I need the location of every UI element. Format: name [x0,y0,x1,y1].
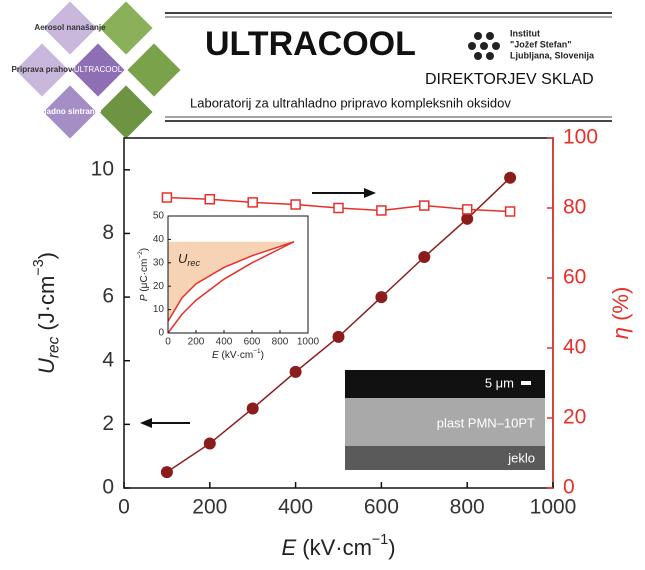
y-tick-label: 0 [102,476,114,499]
y-tick-label: 20 [153,281,165,292]
marker [205,195,214,204]
diamond-label: ULTRACOOL [74,65,123,74]
label-part: (kV·cm [219,350,253,361]
marker [161,466,173,478]
y-tick-label: 50 [153,211,165,222]
axis-label: η (%) [608,287,633,340]
y-tick-label: 0 [158,328,164,339]
x-tick-label: 1000 [530,496,577,519]
title: ULTRACOOL [205,25,416,63]
label-part: (μC·cm [139,259,150,295]
marker [420,201,429,210]
institute: Institut [510,28,540,38]
institute: "Jožef Stefan" [510,39,572,49]
axis-label: E (kV·cm−1) [281,532,395,560]
label-part: rec [46,336,63,358]
diamond-label: Aerosol nanašanje [34,23,106,32]
x-tick-label: 1000 [297,337,320,348]
y-tick-label: 2 [102,412,114,435]
y2-tick-label: 100 [563,126,598,149]
x-tick-label: 600 [244,337,261,348]
label-part: (%) [608,287,633,327]
y2-tick-label: 40 [563,336,586,359]
label-part: −1 [372,532,388,548]
y-tick-label: 40 [153,234,165,245]
axis-label: P (μC·cm−2) [137,248,150,301]
label-part: ) [34,252,59,259]
sem-top [345,370,545,398]
diamond-label: Hladno sintranje [39,107,102,116]
main-chart: 020040060080010000246810020406080100E (k… [31,126,633,560]
marker [291,200,300,209]
marker [248,198,257,207]
y-tick-label: 30 [153,257,165,268]
diamond-label: Priprava prahov [12,65,73,74]
axis-label: Urec (J·cm−3) [31,252,63,374]
diamond [126,42,182,98]
label-part: E [281,535,296,560]
y-tick-label: 4 [102,348,114,371]
y2-tick-label: 20 [563,406,586,429]
arrow-head [140,418,152,428]
label-part: (J·cm [34,276,59,337]
y-tick-label: 6 [102,285,114,308]
label-part: ) [261,350,264,361]
marker [247,402,259,414]
x-tick-label: 0 [165,337,171,348]
label-part: η [608,327,633,339]
x-tick-label: 800 [450,496,485,519]
axis-label: E (kV·cm−1) [212,348,264,361]
y-tick-label: 10 [91,157,114,180]
y-tick-label: 8 [102,221,114,244]
institute-logo [468,32,500,60]
marker [290,366,302,378]
institute: Ljubljana, Slovenija [510,50,595,60]
tagline: Laboratorij za ultrahladno pripravo komp… [190,95,511,110]
x-tick-label: 200 [188,337,205,348]
marker [506,207,515,216]
label-part: ) [139,248,150,251]
diamond [98,84,154,140]
x-tick-label: 0 [118,496,130,519]
sem-label: jeklo [507,450,535,465]
marker [162,193,171,202]
label-part: (kV·cm [296,535,372,560]
marker [375,291,387,303]
y2-tick-label: 80 [563,196,586,219]
logo: Aerosol nanašanje Priprava prahov ULTRAC… [12,0,182,140]
y2-tick-label: 60 [563,266,586,289]
label-part: ) [388,535,395,560]
arrow-head [364,188,376,198]
marker [418,251,430,263]
marker [377,206,386,215]
sem-label: 5 μm [485,375,514,390]
x-tick-label: 800 [272,337,289,348]
x-tick-label: 400 [216,337,233,348]
label-part: rec [187,258,200,268]
x-tick-label: 400 [278,496,313,519]
diamond [98,0,154,56]
marker [334,204,343,213]
marker [463,205,472,214]
label-part: U [34,358,59,374]
y2-tick-label: 0 [563,476,575,499]
header: Aerosol nanašanje Priprava prahov ULTRAC… [12,0,612,140]
inset-chart: 0 200 400 600 800 1000 0 10 20 30 40 50 E (kV·cm−1) P… [137,211,320,361]
x-tick-label: 200 [192,496,227,519]
y-tick-label: 10 [153,304,165,315]
marker [333,331,345,343]
subtitle: DIREKTORJEV SKLAD [425,71,594,88]
sem-label: plast PMN–10PT [437,415,535,430]
marker [504,172,516,184]
label-part: −3 [31,259,47,275]
marker [204,437,216,449]
x-tick-label: 600 [364,496,399,519]
page: Aerosol nanašanje Priprava prahov ULTRAC… [0,0,645,570]
